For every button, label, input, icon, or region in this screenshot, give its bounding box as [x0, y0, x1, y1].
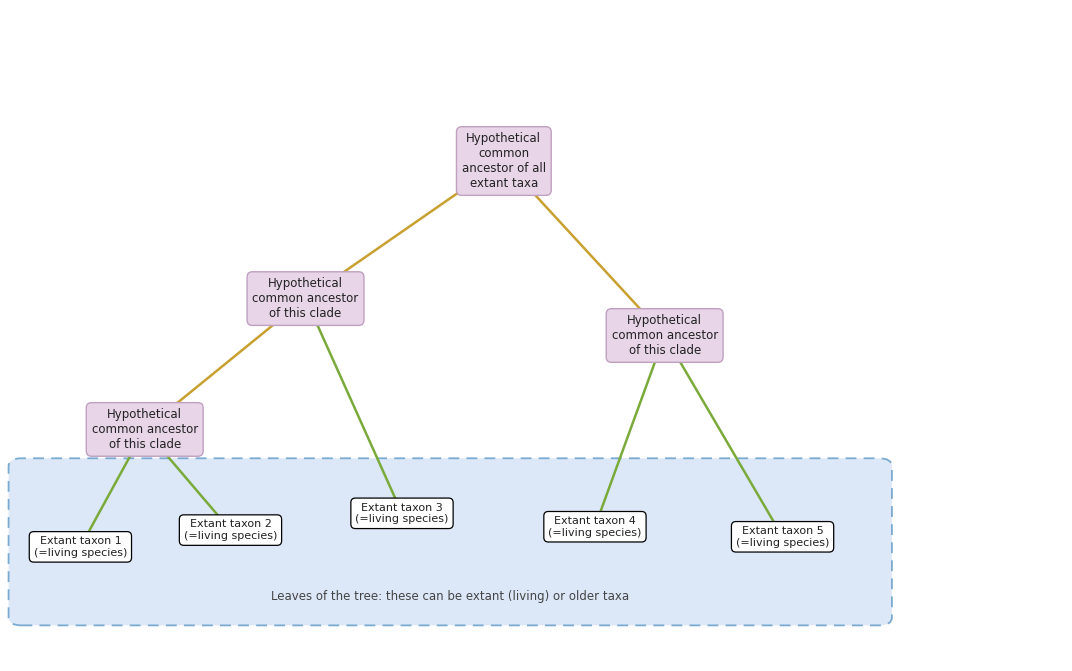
Text: Extant taxon 5
(=living species): Extant taxon 5 (=living species): [735, 526, 830, 548]
Text: Extant taxon 3
(=living species): Extant taxon 3 (=living species): [355, 503, 449, 524]
FancyBboxPatch shape: [9, 458, 892, 625]
Text: Extant taxon 1
(=living species): Extant taxon 1 (=living species): [33, 536, 128, 558]
Text: Extant taxon 2
(=living species): Extant taxon 2 (=living species): [183, 519, 278, 541]
Text: Leaves of the tree: these can be extant (living) or older taxa: Leaves of the tree: these can be extant …: [271, 590, 629, 603]
Text: Hypothetical
common
ancestor of all
extant taxa: Hypothetical common ancestor of all exta…: [462, 132, 546, 190]
Text: Hypothetical
common ancestor
of this clade: Hypothetical common ancestor of this cla…: [252, 277, 359, 320]
Text: Hypothetical
common ancestor
of this clade: Hypothetical common ancestor of this cla…: [91, 408, 198, 451]
Text: Extant taxon 4
(=living species): Extant taxon 4 (=living species): [548, 516, 642, 537]
Text: Hypothetical
common ancestor
of this clade: Hypothetical common ancestor of this cla…: [611, 314, 718, 357]
